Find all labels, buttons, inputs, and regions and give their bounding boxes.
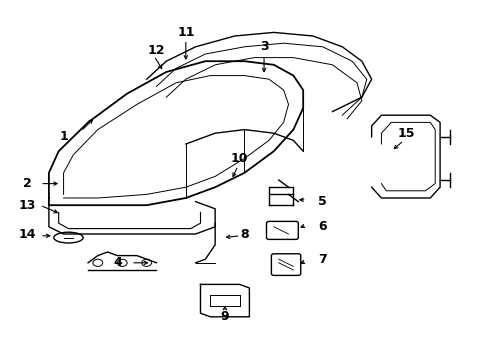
- Text: 13: 13: [18, 199, 36, 212]
- Text: 4: 4: [113, 256, 122, 269]
- Text: 11: 11: [177, 26, 194, 39]
- Text: 2: 2: [22, 177, 31, 190]
- Text: 10: 10: [230, 152, 248, 165]
- Text: 14: 14: [18, 228, 36, 240]
- Text: 12: 12: [147, 44, 165, 57]
- Text: 5: 5: [318, 195, 326, 208]
- Text: 8: 8: [240, 228, 248, 240]
- Text: 1: 1: [59, 130, 68, 143]
- Text: 7: 7: [318, 253, 326, 266]
- Text: 6: 6: [318, 220, 326, 233]
- Text: 15: 15: [396, 127, 414, 140]
- Text: 9: 9: [220, 310, 229, 323]
- Text: 3: 3: [259, 40, 268, 53]
